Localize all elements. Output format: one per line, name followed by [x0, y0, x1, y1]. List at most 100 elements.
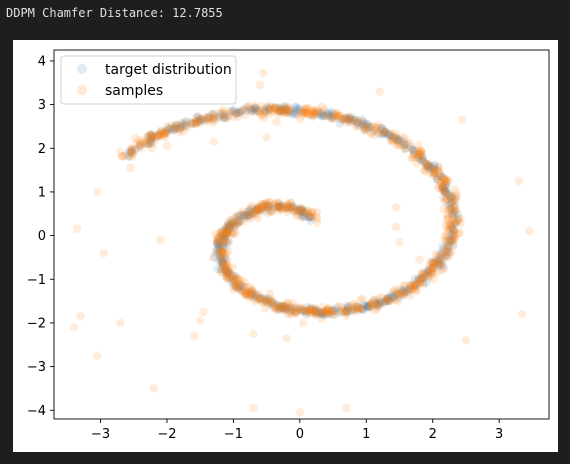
scatter-point — [256, 203, 266, 212]
scatter-point — [447, 205, 457, 214]
scatter-point — [162, 127, 171, 136]
scatter-point — [272, 302, 281, 311]
scatter-point — [303, 305, 313, 315]
scatter-point — [240, 213, 249, 223]
scatter-point — [279, 302, 288, 312]
scatter-point — [357, 304, 366, 313]
scatter-point — [159, 131, 168, 140]
scatter-point — [443, 243, 452, 252]
scatter-point — [239, 287, 248, 296]
scatter-point — [269, 104, 279, 114]
scatter-point — [445, 242, 454, 251]
scatter-point — [336, 111, 345, 120]
scatter-point — [446, 206, 456, 215]
scatter-point — [160, 133, 170, 142]
scatter-point — [341, 306, 351, 315]
scatter-point — [224, 263, 233, 272]
scatter-point — [299, 206, 308, 215]
scatter-point — [338, 114, 348, 123]
scatter-point — [239, 283, 248, 292]
scatter-point — [216, 233, 225, 242]
scatter-point — [220, 265, 230, 275]
scatter-point — [267, 299, 277, 308]
x-tick-label: −2 — [157, 427, 176, 442]
scatter-point — [224, 269, 233, 278]
scatter-point — [235, 281, 244, 291]
scatter-point — [208, 109, 218, 119]
scatter-point — [354, 302, 363, 312]
scatter-point — [227, 107, 236, 116]
y-tick-label: −1 — [27, 273, 46, 288]
scatter-point — [374, 301, 383, 311]
scatter-point — [298, 306, 308, 315]
scatter-point — [353, 304, 363, 313]
scatter-point — [372, 299, 381, 308]
scatter-point — [418, 156, 427, 165]
scatter-point — [127, 148, 136, 157]
scatter-point — [283, 102, 292, 111]
scatter-point — [442, 184, 451, 193]
scatter-point — [225, 107, 235, 116]
scatter-point — [238, 207, 247, 216]
scatter-point — [386, 293, 395, 303]
scatter-point — [426, 272, 435, 281]
scatter-point — [426, 257, 435, 266]
scatter-point — [230, 221, 239, 231]
scatter-point — [363, 121, 373, 130]
scatter-point — [268, 298, 277, 308]
scatter-point — [146, 137, 155, 146]
scatter-point — [339, 115, 348, 124]
scatter-point — [239, 209, 248, 219]
scatter-point — [327, 114, 336, 124]
scatter-point — [178, 123, 188, 132]
scatter-point — [285, 204, 294, 213]
scatter-point — [192, 118, 201, 128]
scatter-point — [415, 255, 424, 264]
scatter-point — [216, 244, 225, 253]
scatter-point — [373, 127, 382, 137]
scatter-point — [414, 149, 423, 158]
scatter-point — [415, 152, 424, 161]
scatter-point — [187, 118, 196, 128]
scatter-point — [389, 291, 398, 301]
scatter-point — [445, 250, 454, 259]
scatter-point — [228, 272, 237, 281]
scatter-point — [225, 273, 234, 282]
scatter-point — [434, 255, 443, 264]
scatter-point — [399, 133, 408, 142]
scatter-point — [230, 105, 239, 115]
scatter-point — [410, 146, 420, 156]
scatter-point — [220, 264, 229, 273]
scatter-point — [433, 253, 443, 262]
scatter-point — [330, 310, 339, 320]
scatter-point — [262, 198, 271, 208]
scatter-point — [374, 294, 384, 303]
scatter-point — [232, 109, 242, 118]
scatter-point — [274, 300, 283, 310]
scatter-point — [198, 115, 207, 125]
scatter-point — [312, 207, 322, 217]
scatter-point — [447, 196, 457, 206]
scatter-point — [431, 261, 440, 270]
scatter-point — [160, 129, 169, 138]
scatter-point — [257, 295, 266, 304]
scatter-point — [209, 253, 218, 262]
y-tick-label: −3 — [27, 360, 46, 375]
scatter-point — [304, 212, 313, 222]
scatter-point — [433, 176, 443, 185]
scatter-point — [444, 248, 454, 257]
scatter-point — [300, 306, 309, 315]
scatter-point — [456, 219, 465, 228]
scatter-point — [308, 107, 317, 116]
scatter-point — [255, 109, 265, 118]
scatter-point — [310, 306, 319, 315]
scatter-point — [146, 129, 155, 139]
scatter-point — [302, 302, 312, 312]
scatter-point — [446, 203, 455, 213]
scatter-point — [319, 310, 328, 319]
scatter-point — [343, 115, 352, 124]
scatter-point — [339, 115, 348, 124]
scatter-point — [242, 106, 251, 116]
scatter-point — [455, 228, 464, 238]
